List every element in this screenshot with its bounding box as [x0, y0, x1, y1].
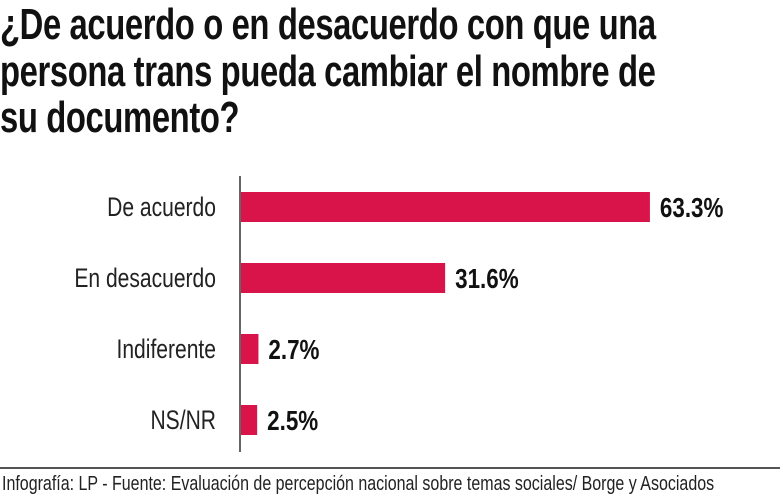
bar-chart: De acuerdo 63.3% En desacuerdo 31.6% Indifer… [74, 176, 723, 452]
category-label: De acuerdo [107, 193, 216, 223]
value-label: 31.6% [455, 264, 518, 295]
title-line: ¿De acuerdo o en desacuerdo con que una [0, 0, 656, 49]
bar-de-acuerdo [241, 192, 650, 222]
footer-divider [0, 467, 780, 469]
category-label: Indiferente [117, 335, 216, 365]
bar-ns-nr [241, 405, 258, 435]
category-label: En desacuerdo [74, 264, 216, 294]
title-line: persona trans pueda cambiar el nombre de [0, 46, 656, 96]
chart-title: ¿De acuerdo o en desacuerdo con que una … [0, 0, 745, 142]
value-label: 2.5% [267, 406, 318, 437]
bar-en-desacuerdo [241, 263, 446, 293]
value-label: 2.7% [268, 335, 319, 366]
value-label: 63.3% [660, 193, 723, 224]
title-line: su documento? [0, 93, 240, 142]
bar-indiferente [241, 334, 259, 364]
source-footer: Infografía: LP - Fuente: Evaluación de p… [2, 473, 715, 495]
category-label: NS/NR [150, 406, 216, 436]
